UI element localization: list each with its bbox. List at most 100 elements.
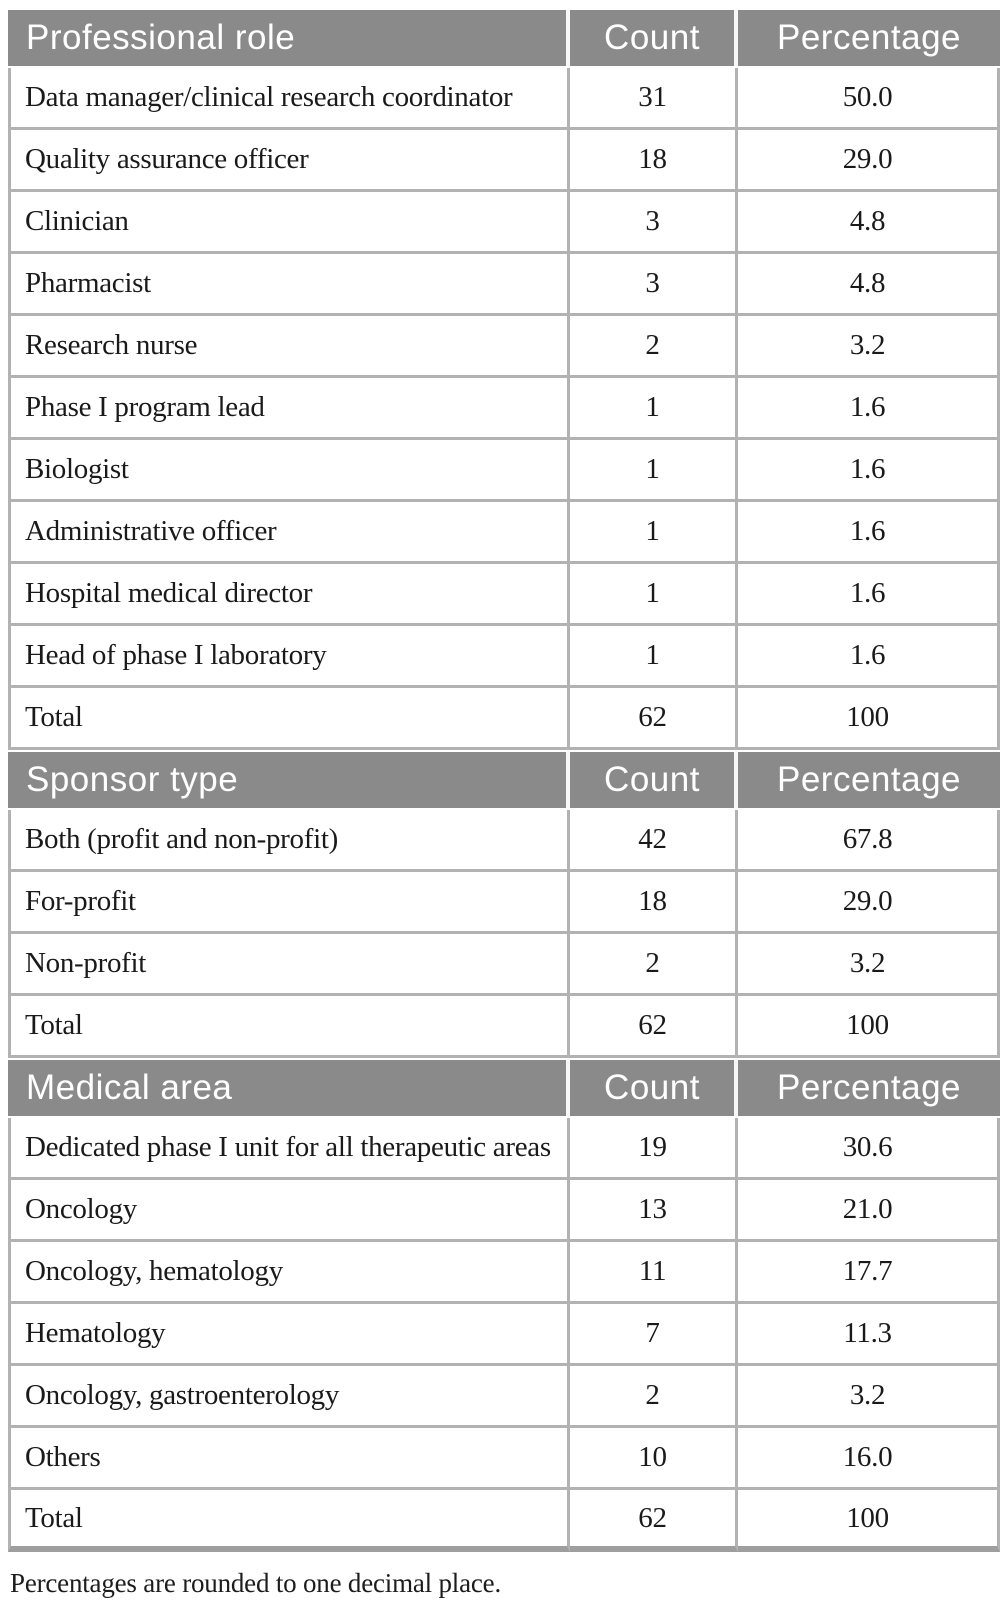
row-count-cell: 1 xyxy=(570,502,738,564)
count-column-header: Count xyxy=(570,1058,738,1118)
table-row: Pharmacist 3 4.8 xyxy=(8,254,1000,316)
row-label-cell: Biologist xyxy=(8,440,570,502)
row-count-cell: 62 xyxy=(570,688,738,750)
row-count-cell: 18 xyxy=(570,130,738,192)
table-row: Hospital medical director 1 1.6 xyxy=(8,564,1000,626)
row-percentage-cell: 3.2 xyxy=(738,1366,1000,1428)
section-title-header: Professional role xyxy=(8,8,570,68)
row-count-cell: 62 xyxy=(570,1490,738,1552)
row-percentage-cell: 50.0 xyxy=(738,68,1000,130)
row-count-cell: 1 xyxy=(570,626,738,688)
summary-table-body: Professional role Count Percentage Data man… xyxy=(8,8,1000,1552)
row-percentage-cell: 1.6 xyxy=(738,378,1000,440)
row-label-cell: For-profit xyxy=(8,872,570,934)
section-title-header: Medical area xyxy=(8,1058,570,1118)
total-row: Total 62 100 xyxy=(8,1490,1000,1552)
row-percentage-cell: 4.8 xyxy=(738,192,1000,254)
total-row: Total 62 100 xyxy=(8,688,1000,750)
row-count-cell: 2 xyxy=(570,316,738,378)
row-count-cell: 62 xyxy=(570,996,738,1058)
row-percentage-cell: 1.6 xyxy=(738,440,1000,502)
row-label-cell: Data manager/clinical research coordinat… xyxy=(8,68,570,130)
row-label-cell: Clinician xyxy=(8,192,570,254)
row-count-cell: 31 xyxy=(570,68,738,130)
table-row: Quality assurance officer 18 29.0 xyxy=(8,130,1000,192)
table-row: Clinician 3 4.8 xyxy=(8,192,1000,254)
summary-table: Professional role Count Percentage Data man… xyxy=(8,8,1000,1552)
percentage-column-header: Percentage xyxy=(738,750,1000,810)
row-count-cell: 7 xyxy=(570,1304,738,1366)
row-count-cell: 10 xyxy=(570,1428,738,1490)
table-row: Dedicated phase I unit for all therapeut… xyxy=(8,1118,1000,1180)
row-label-cell: Phase I program lead xyxy=(8,378,570,440)
row-percentage-cell: 30.6 xyxy=(738,1118,1000,1180)
table-row: For-profit 18 29.0 xyxy=(8,872,1000,934)
row-label-cell: Dedicated phase I unit for all therapeut… xyxy=(8,1118,570,1180)
row-percentage-cell: 29.0 xyxy=(738,872,1000,934)
count-column-header: Count xyxy=(570,750,738,810)
row-label-cell: Research nurse xyxy=(8,316,570,378)
row-percentage-cell: 17.7 xyxy=(738,1242,1000,1304)
table-row: Head of phase I laboratory 1 1.6 xyxy=(8,626,1000,688)
percentage-column-header: Percentage xyxy=(738,1058,1000,1118)
row-count-cell: 42 xyxy=(570,810,738,872)
row-label-cell: Total xyxy=(8,688,570,750)
row-percentage-cell: 67.8 xyxy=(738,810,1000,872)
row-count-cell: 1 xyxy=(570,440,738,502)
row-percentage-cell: 16.0 xyxy=(738,1428,1000,1490)
section-title-header: Sponsor type xyxy=(8,750,570,810)
table-row: Non-profit 2 3.2 xyxy=(8,934,1000,996)
row-percentage-cell: 29.0 xyxy=(738,130,1000,192)
row-percentage-cell: 4.8 xyxy=(738,254,1000,316)
row-count-cell: 19 xyxy=(570,1118,738,1180)
table-row: Oncology, gastroenterology 2 3.2 xyxy=(8,1366,1000,1428)
count-column-header: Count xyxy=(570,8,738,68)
table-row: Oncology 13 21.0 xyxy=(8,1180,1000,1242)
table-row: Research nurse 2 3.2 xyxy=(8,316,1000,378)
row-label-cell: Administrative officer xyxy=(8,502,570,564)
row-percentage-cell: 1.6 xyxy=(738,564,1000,626)
row-count-cell: 1 xyxy=(570,378,738,440)
table-footnote: Percentages are rounded to one decimal p… xyxy=(10,1568,502,1598)
row-label-cell: Hematology xyxy=(8,1304,570,1366)
row-label-cell: Quality assurance officer xyxy=(8,130,570,192)
row-percentage-cell: 3.2 xyxy=(738,316,1000,378)
row-percentage-cell: 100 xyxy=(738,688,1000,750)
row-label-cell: Total xyxy=(8,1490,570,1552)
table-row: Biologist 1 1.6 xyxy=(8,440,1000,502)
row-label-cell: Hospital medical director xyxy=(8,564,570,626)
section-header-row: Medical area Count Percentage xyxy=(8,1058,1000,1118)
row-percentage-cell: 1.6 xyxy=(738,626,1000,688)
row-count-cell: 2 xyxy=(570,934,738,996)
row-percentage-cell: 100 xyxy=(738,1490,1000,1552)
table-row: Hematology 7 11.3 xyxy=(8,1304,1000,1366)
row-percentage-cell: 100 xyxy=(738,996,1000,1058)
row-label-cell: Pharmacist xyxy=(8,254,570,316)
row-percentage-cell: 11.3 xyxy=(738,1304,1000,1366)
table-row: Administrative officer 1 1.6 xyxy=(8,502,1000,564)
row-label-cell: Oncology, gastroenterology xyxy=(8,1366,570,1428)
row-label-cell: Oncology xyxy=(8,1180,570,1242)
table-row: Both (profit and non-profit) 42 67.8 xyxy=(8,810,1000,872)
row-count-cell: 3 xyxy=(570,192,738,254)
table-row: Phase I program lead 1 1.6 xyxy=(8,378,1000,440)
row-label-cell: Oncology, hematology xyxy=(8,1242,570,1304)
row-label-cell: Non-profit xyxy=(8,934,570,996)
row-count-cell: 2 xyxy=(570,1366,738,1428)
row-percentage-cell: 3.2 xyxy=(738,934,1000,996)
row-label-cell: Both (profit and non-profit) xyxy=(8,810,570,872)
percentage-column-header: Percentage xyxy=(738,8,1000,68)
row-count-cell: 13 xyxy=(570,1180,738,1242)
table-row: Oncology, hematology 11 17.7 xyxy=(8,1242,1000,1304)
row-count-cell: 1 xyxy=(570,564,738,626)
section-header-row: Sponsor type Count Percentage xyxy=(8,750,1000,810)
total-row: Total 62 100 xyxy=(8,996,1000,1058)
table-row: Others 10 16.0 xyxy=(8,1428,1000,1490)
row-percentage-cell: 1.6 xyxy=(738,502,1000,564)
row-count-cell: 11 xyxy=(570,1242,738,1304)
row-percentage-cell: 21.0 xyxy=(738,1180,1000,1242)
row-count-cell: 18 xyxy=(570,872,738,934)
table-row: Data manager/clinical research coordinat… xyxy=(8,68,1000,130)
section-header-row: Professional role Count Percentage xyxy=(8,8,1000,68)
